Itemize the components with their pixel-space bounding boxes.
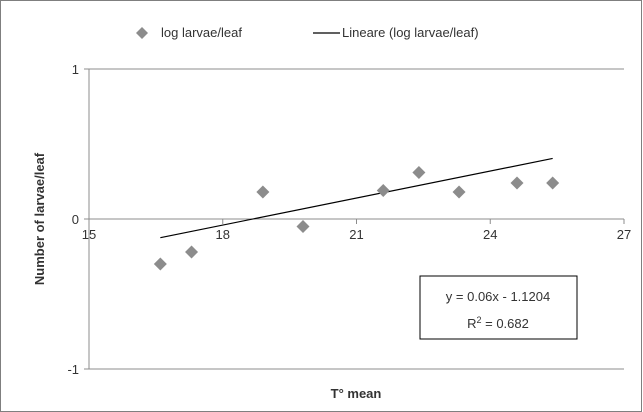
data-point [452, 185, 466, 199]
data-points [153, 166, 560, 271]
legend-trendline-label: Lineare (log larvae/leaf) [342, 25, 479, 40]
data-point [153, 257, 167, 271]
x-tick-label: 18 [216, 227, 230, 242]
data-point [256, 185, 270, 199]
data-point [376, 184, 390, 197]
trendline [160, 157, 553, 239]
r-squared: R2 = 0.682 [467, 315, 529, 331]
x-tick-label: 15 [82, 227, 96, 242]
data-point [510, 176, 524, 190]
legend-diamond-marker [136, 27, 148, 39]
x-tick-label: 24 [483, 227, 497, 242]
x-axis-title: T° mean [331, 386, 382, 401]
x-tick-label: 27 [617, 227, 631, 242]
legend-series-label: log larvae/leaf [161, 25, 242, 40]
y-tick-label: 0 [72, 212, 79, 227]
trendline-equation: y = 0.06x - 1.1204 [446, 289, 550, 304]
data-point [546, 176, 560, 190]
data-point [185, 245, 199, 259]
y-axis-title: Number of larvae/leaf [32, 152, 47, 285]
x-axis-ticks: 15 18 21 24 27 [82, 219, 631, 242]
y-axis-ticks: 1 0 -1 [67, 62, 89, 377]
trendline-layer [160, 157, 553, 239]
equation-box-frame [419, 275, 578, 340]
data-point [412, 166, 426, 179]
data-point [296, 220, 310, 233]
x-tick-label: 21 [349, 227, 363, 242]
legend: log larvae/leaf Lineare (log larvae/leaf… [136, 25, 479, 40]
y-tick-label: 1 [72, 62, 79, 77]
equation-box: y = 0.06x - 1.1204 R2 = 0.682 [419, 275, 578, 340]
y-tick-label: -1 [67, 362, 79, 377]
